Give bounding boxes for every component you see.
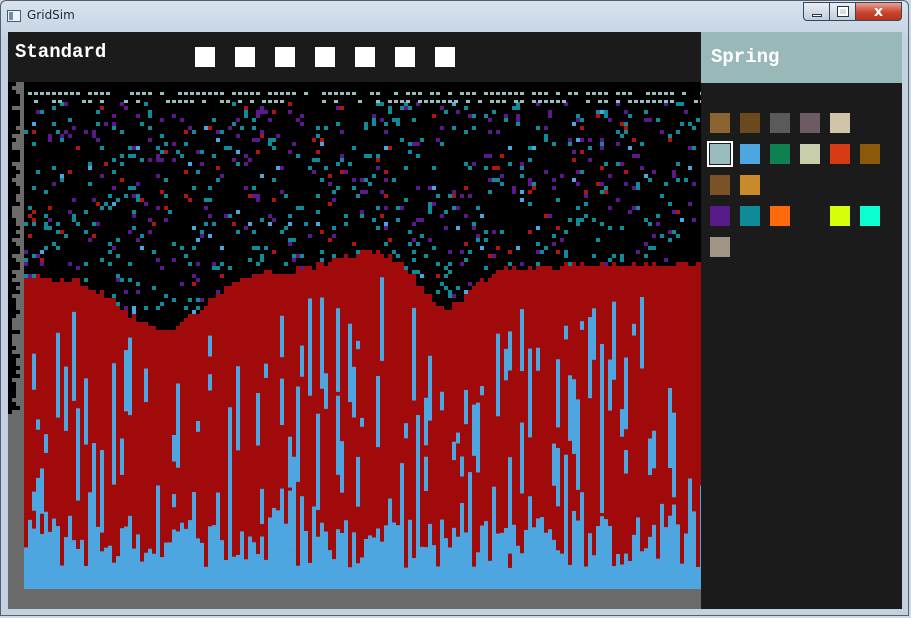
simulation-grid[interactable] bbox=[8, 82, 701, 609]
material-swatch[interactable] bbox=[710, 237, 730, 257]
speed-buttons bbox=[195, 47, 455, 67]
material-swatch[interactable] bbox=[770, 206, 790, 226]
toolbar: Standard bbox=[8, 32, 701, 82]
material-swatch bbox=[800, 206, 820, 226]
speed-button-6[interactable] bbox=[395, 47, 415, 67]
palette-row bbox=[710, 113, 900, 133]
material-swatch[interactable] bbox=[740, 113, 760, 133]
palette-row bbox=[707, 141, 900, 167]
material-swatch[interactable] bbox=[770, 113, 790, 133]
material-swatch[interactable] bbox=[830, 144, 850, 164]
material-swatch[interactable] bbox=[710, 113, 730, 133]
close-button[interactable]: x bbox=[856, 2, 902, 21]
maximize-button[interactable] bbox=[830, 2, 856, 21]
client-area: Standard Spring bbox=[8, 32, 902, 609]
material-swatch[interactable] bbox=[740, 175, 760, 195]
speed-button-3[interactable] bbox=[275, 47, 295, 67]
mode-label[interactable]: Standard bbox=[15, 41, 107, 63]
floor bbox=[8, 589, 701, 609]
material-swatch[interactable] bbox=[770, 144, 790, 164]
palette-row bbox=[710, 175, 900, 195]
material-swatch[interactable] bbox=[860, 206, 880, 226]
material-swatch[interactable] bbox=[707, 141, 733, 167]
material-swatch[interactable] bbox=[800, 113, 820, 133]
material-swatch[interactable] bbox=[710, 175, 730, 195]
material-swatch[interactable] bbox=[830, 113, 850, 133]
season-label: Spring bbox=[711, 46, 780, 68]
window-controls: x bbox=[803, 2, 902, 22]
side-panel: Spring bbox=[701, 32, 902, 609]
speed-button-4[interactable] bbox=[315, 47, 335, 67]
material-palette bbox=[707, 113, 900, 268]
material-swatch[interactable] bbox=[830, 206, 850, 226]
speed-button-5[interactable] bbox=[355, 47, 375, 67]
simulation-canvas[interactable] bbox=[8, 82, 701, 609]
material-swatch[interactable] bbox=[800, 144, 820, 164]
speed-button-1[interactable] bbox=[195, 47, 215, 67]
app-window-icon bbox=[7, 10, 21, 22]
minimize-button[interactable] bbox=[803, 2, 830, 21]
material-swatch[interactable] bbox=[740, 144, 760, 164]
season-header[interactable]: Spring bbox=[701, 32, 902, 83]
window-title: GridSim bbox=[27, 8, 75, 22]
close-icon: x bbox=[873, 4, 884, 20]
material-swatch[interactable] bbox=[710, 206, 730, 226]
palette-row bbox=[710, 206, 900, 226]
speed-button-7[interactable] bbox=[435, 47, 455, 67]
material-swatch[interactable] bbox=[740, 206, 760, 226]
speed-button-2[interactable] bbox=[235, 47, 255, 67]
title-bar[interactable]: GridSim x bbox=[1, 1, 908, 31]
palette-row bbox=[710, 237, 900, 257]
material-swatch[interactable] bbox=[860, 144, 880, 164]
